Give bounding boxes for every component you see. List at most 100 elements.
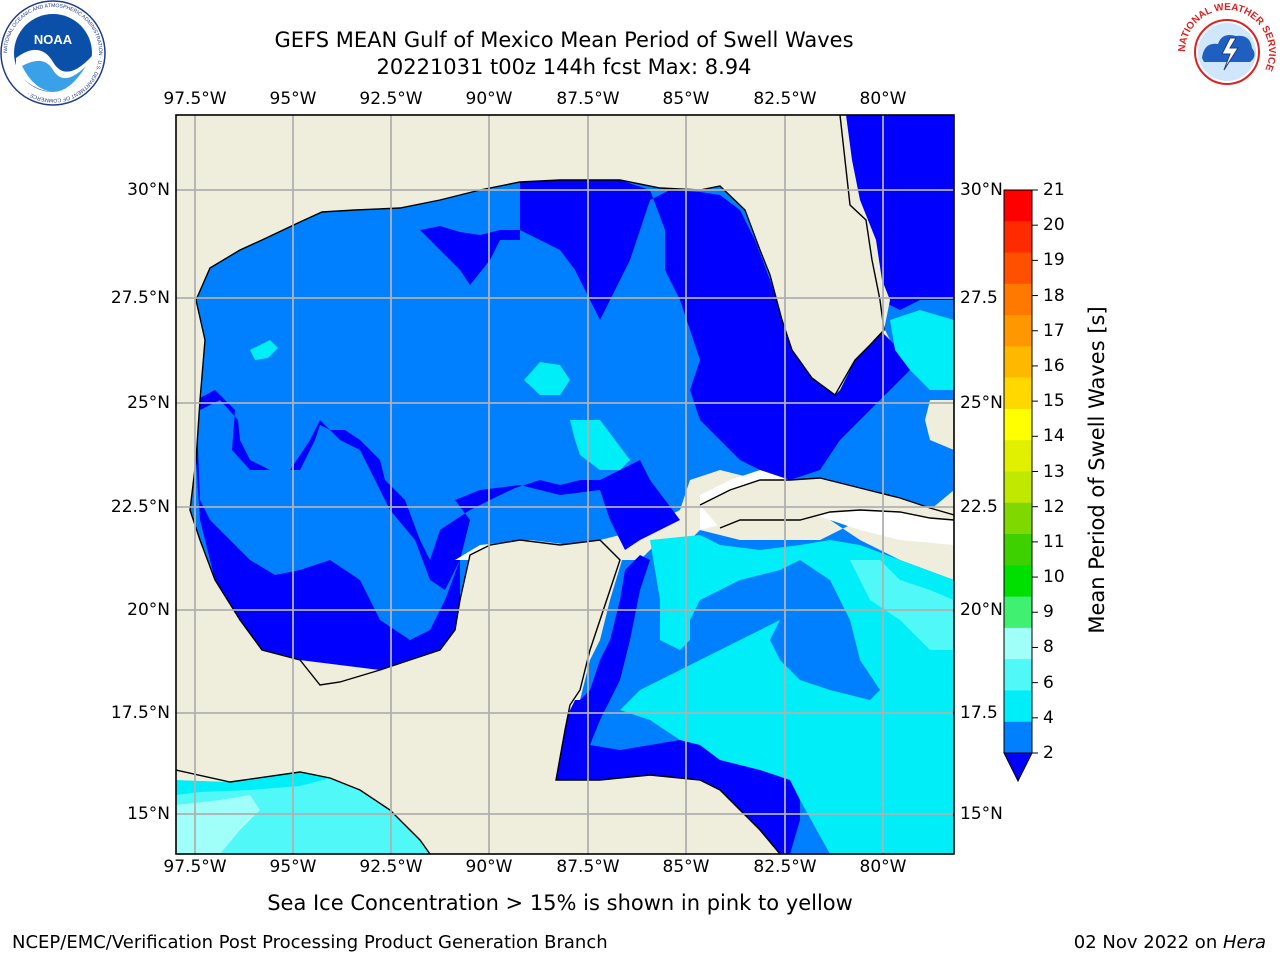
colorbar-tick-label: 14: [1043, 426, 1065, 447]
colorbar: [1003, 189, 1038, 783]
colorbar-under-arrow: [1003, 752, 1033, 783]
lat-label-right: 25°N: [960, 393, 1003, 413]
colorbar-tick-label: 18: [1043, 285, 1065, 306]
colorbar-swatch: [1004, 721, 1032, 754]
pacific-light-strip: [176, 772, 330, 795]
lon-label-bottom: 87.5°W: [556, 857, 620, 877]
coastline-mexico: [189, 299, 781, 854]
lat-label-left: 15°N: [127, 804, 170, 824]
lon-label-top: 97.5°W: [163, 89, 227, 109]
colorbar-swatch: [1004, 346, 1032, 379]
colorbar-tick-label: 15: [1043, 391, 1065, 412]
chart-title: GEFS MEAN Gulf of Mexico Mean Period of …: [274, 28, 854, 52]
lon-label-top: 92.5°W: [359, 89, 423, 109]
caribbean-mid-patch: [760, 560, 880, 700]
lon-label-bottom: 85°W: [662, 857, 710, 877]
pacific-pale-patch: [176, 795, 260, 854]
footer-host: Hera: [1222, 932, 1266, 953]
colorbar-swatch: [1004, 408, 1032, 441]
land-mexico: [176, 510, 780, 854]
land-texas-louisiana: [176, 115, 884, 510]
colorbar-swatch: [1004, 190, 1032, 222]
colorbar-tick-label: 10: [1043, 567, 1065, 588]
colorbar-tick-label: 12: [1043, 496, 1065, 517]
map-gridlines: [176, 115, 954, 854]
colorbar-swatch: [1004, 252, 1032, 285]
colorbar-swatch: [1004, 534, 1032, 566]
lat-label-left: 25°N: [127, 393, 170, 413]
lon-label-bottom: 97.5°W: [163, 857, 227, 877]
lon-label-top: 82.5°W: [753, 89, 817, 109]
gulf-light-patch-b: [524, 362, 570, 395]
map-field: [176, 115, 954, 854]
lon-label-bottom: 90°W: [465, 857, 513, 877]
deep-region-west: [196, 390, 680, 670]
lon-label-bottom: 92.5°W: [359, 857, 423, 877]
deep-region-east-florida: [840, 115, 954, 310]
footer-credit: NCEP/EMC/Verification Post Processing Pr…: [12, 932, 608, 953]
colorbar-tick-label: 6: [1043, 672, 1054, 693]
deep-region-yucatan: [556, 555, 800, 854]
lat-label-left: 20°N: [127, 600, 170, 620]
deep-region-center: [420, 180, 920, 480]
colorbar-tick-label: 11: [1043, 531, 1065, 552]
colorbar-swatch: [1004, 283, 1032, 316]
lon-label-bottom: 95°W: [269, 857, 317, 877]
lat-label-right: 15°N: [960, 804, 1003, 824]
noaa-logo-text: NOAA: [34, 32, 73, 47]
lon-label-bottom: 82.5°W: [753, 857, 817, 877]
colorbar-swatch: [1004, 565, 1032, 598]
lat-label-left: 27.5°N: [110, 288, 170, 308]
coastline-pacific: [176, 769, 431, 854]
colorbar-swatch: [1004, 471, 1032, 504]
noaa-logo: NOAA NATIONAL OCEANIC AND ATMOSPHERIC AD…: [0, 0, 106, 106]
colorbar-swatch: [1004, 627, 1032, 660]
gulf-light-patch-c: [250, 340, 278, 360]
colorbar-tick-label: 9: [1043, 602, 1054, 623]
colorbar-swatch: [1004, 377, 1032, 410]
lon-label-bottom: 80°W: [859, 857, 907, 877]
land-florida: [840, 115, 890, 330]
lon-label-top: 90°W: [465, 89, 513, 109]
colorbar-swatch: [1004, 690, 1032, 723]
colorbar-tick-label: 8: [1043, 637, 1054, 658]
sea-ice-note: Sea Ice Concentration > 15% is shown in …: [267, 891, 853, 915]
lon-label-top: 95°W: [269, 89, 317, 109]
land-cuba: [700, 478, 954, 528]
map-frame: [175, 114, 955, 855]
footer-date: 02 Nov 2022 on Hera: [1074, 932, 1266, 954]
lat-label-right: 30°N: [960, 180, 1003, 200]
caribbean-lighter-patch: [850, 560, 954, 650]
lon-label-top: 85°W: [662, 89, 710, 109]
lat-label-right: 17.5: [960, 703, 998, 723]
lon-label-top: 80°W: [859, 89, 907, 109]
colorbar-swatch: [1004, 221, 1032, 254]
colorbar-tick-label: 19: [1043, 250, 1065, 271]
lat-label-left: 17.5°N: [110, 703, 170, 723]
lat-label-left: 22.5°N: [110, 497, 170, 517]
pacific-lighter-field: [176, 772, 430, 854]
lat-label-right: 27.5: [960, 288, 998, 308]
lat-label-right: 22.5: [960, 497, 998, 517]
colorbar-swatch: [1004, 659, 1032, 691]
nws-logo: NATIONAL WEATHER SERVICE: [1177, 2, 1277, 100]
colorbar-tick-label: 16: [1043, 355, 1065, 376]
footer-date-text: 02 Nov 2022 on: [1073, 932, 1223, 953]
chart-subtitle: 20221031 t00z 144h fcst Max: 8.94: [376, 55, 752, 79]
colorbar-tick-label: 20: [1043, 215, 1065, 236]
lon-label-top: 87.5°W: [556, 89, 620, 109]
colorbar-label: Mean Period of Swell Waves [s]: [1085, 306, 1109, 634]
colorbar-tick-label: 21: [1043, 180, 1065, 200]
coastline-cuba: [699, 477, 954, 529]
east-bahamas-light: [890, 310, 954, 390]
colorbar-swatch: [1004, 596, 1032, 629]
colorbar-tick-label: 4: [1043, 707, 1054, 728]
colorbar-tick-label: 13: [1043, 461, 1065, 482]
lat-label-left: 30°N: [127, 180, 170, 200]
caribbean-light-field: [620, 535, 954, 854]
colorbar-swatch: [1004, 315, 1032, 347]
gulf-light-patch-a: [570, 420, 630, 470]
coastline-gulf: [195, 115, 885, 397]
colorbar-tick-label: 2: [1043, 743, 1054, 763]
